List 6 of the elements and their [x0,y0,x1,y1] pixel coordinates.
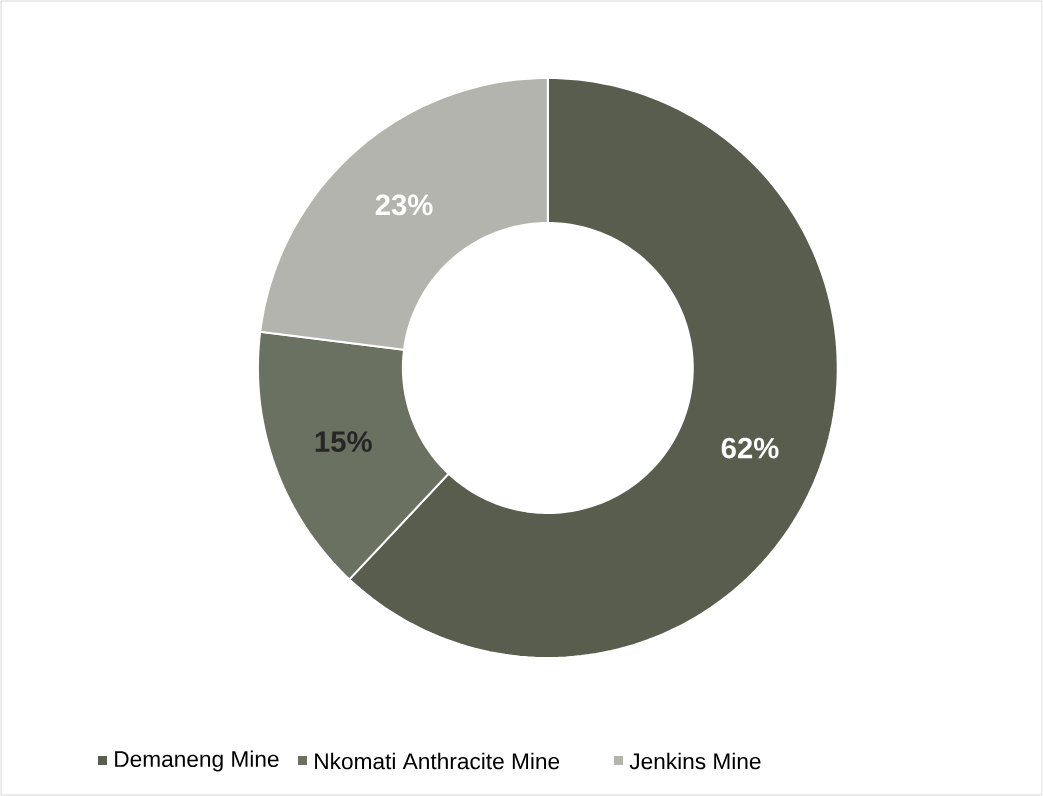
legend-label: Jenkins Mine [629,752,761,770]
data-label: 62% [721,437,779,459]
legend-label: Nkomati Anthracite Mine [315,752,560,770]
legend-label: Demaneng Mine [115,750,279,772]
data-label: 15% [315,431,372,453]
data-label: 23% [375,194,433,216]
